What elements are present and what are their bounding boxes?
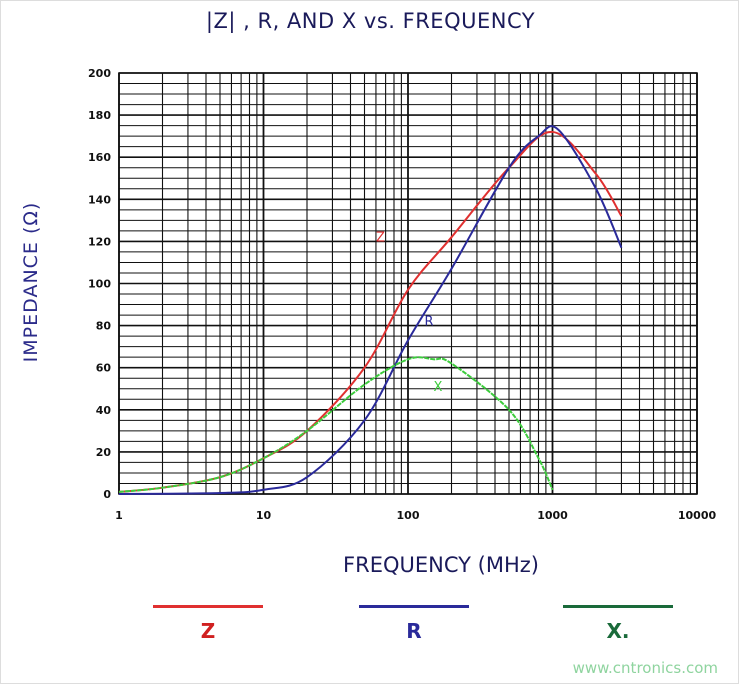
series-annotation: Z	[376, 230, 385, 245]
y-tick-label: 180	[88, 109, 111, 122]
y-tick-label: 100	[88, 278, 111, 291]
y-tick-label: 80	[96, 320, 112, 333]
legend-label-z: Z	[200, 619, 216, 643]
x-tick-label: 1	[115, 509, 123, 522]
y-tick-label: 20	[96, 446, 112, 459]
x-tick-label: 10000	[678, 509, 717, 522]
series-annotation: X	[433, 380, 442, 395]
legend-line-z	[153, 605, 263, 608]
x-tick-label: 100	[397, 509, 420, 522]
series-line-r	[118, 125, 623, 495]
series-annotation: R	[424, 315, 433, 330]
y-tick-label: 200	[88, 67, 111, 80]
legend-label-r: R	[406, 619, 422, 643]
legend-label-x: X.	[606, 619, 630, 643]
y-tick-label: 140	[88, 193, 111, 206]
x-tick-label: 1000	[537, 509, 568, 522]
legend-line-r	[359, 605, 469, 608]
watermark: www.cntronics.com	[572, 659, 718, 677]
series-line-x	[118, 356, 554, 493]
y-tick-label: 0	[103, 488, 111, 501]
y-tick-label: 60	[96, 362, 112, 375]
y-tick-label: 160	[88, 151, 111, 164]
x-axis-label: FREQUENCY (MHz)	[343, 553, 539, 577]
x-tick-label: 10	[256, 509, 272, 522]
legend-line-x	[563, 605, 673, 608]
chart-title: |Z| , R, AND X vs. FREQUENCY	[205, 9, 536, 33]
y-tick-label: 120	[88, 235, 111, 248]
y-tick-label: 40	[96, 404, 112, 417]
